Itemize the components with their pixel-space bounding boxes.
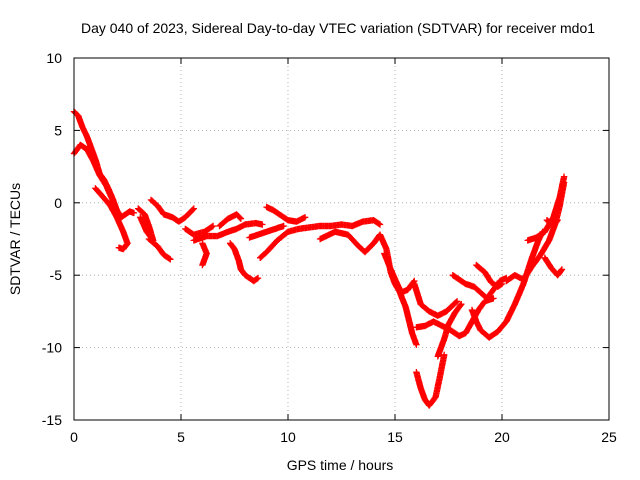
grid-layer: [74, 58, 609, 420]
x-tick-label: 0: [70, 429, 78, 445]
x-tick-label: 25: [601, 429, 617, 445]
y-tick-label: 0: [54, 195, 62, 211]
x-tick-label: 5: [177, 429, 185, 445]
x-axis-label: GPS time / hours: [287, 457, 394, 473]
plot-frame: [73, 57, 610, 421]
y-tick-label: -5: [50, 267, 63, 283]
x-tick-label: 20: [494, 429, 510, 445]
y-tick-label: -15: [42, 412, 62, 428]
y-tick-label: 10: [46, 50, 62, 66]
y-tick-label: 5: [54, 122, 62, 138]
y-tick-label: -10: [42, 340, 62, 356]
tick-label-layer: 0 5 10 15 20 25 -15 -10 -5 0 5 10: [42, 50, 617, 445]
chart-title: Day 040 of 2023, Sidereal Day-to-day VTE…: [81, 20, 595, 36]
x-tick-label: 15: [387, 429, 403, 445]
x-tick-label: 10: [280, 429, 296, 445]
y-axis-label: SDTVAR / TECUs: [7, 183, 23, 295]
